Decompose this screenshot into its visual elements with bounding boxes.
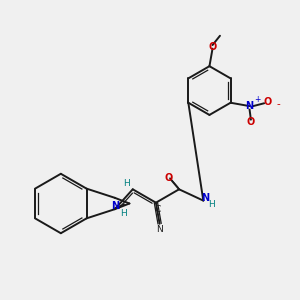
Text: H: H — [208, 200, 215, 209]
Text: O: O — [208, 42, 217, 52]
Text: +: + — [254, 95, 260, 104]
Text: H: H — [123, 179, 130, 188]
Text: O: O — [165, 172, 173, 183]
Text: C: C — [154, 205, 161, 214]
Text: -: - — [276, 99, 280, 109]
Text: N: N — [111, 201, 119, 211]
Text: N: N — [156, 225, 163, 234]
Text: O: O — [247, 117, 255, 128]
Text: H: H — [120, 209, 127, 218]
Text: O: O — [264, 98, 272, 107]
Text: N: N — [245, 101, 253, 111]
Text: N: N — [201, 193, 209, 203]
